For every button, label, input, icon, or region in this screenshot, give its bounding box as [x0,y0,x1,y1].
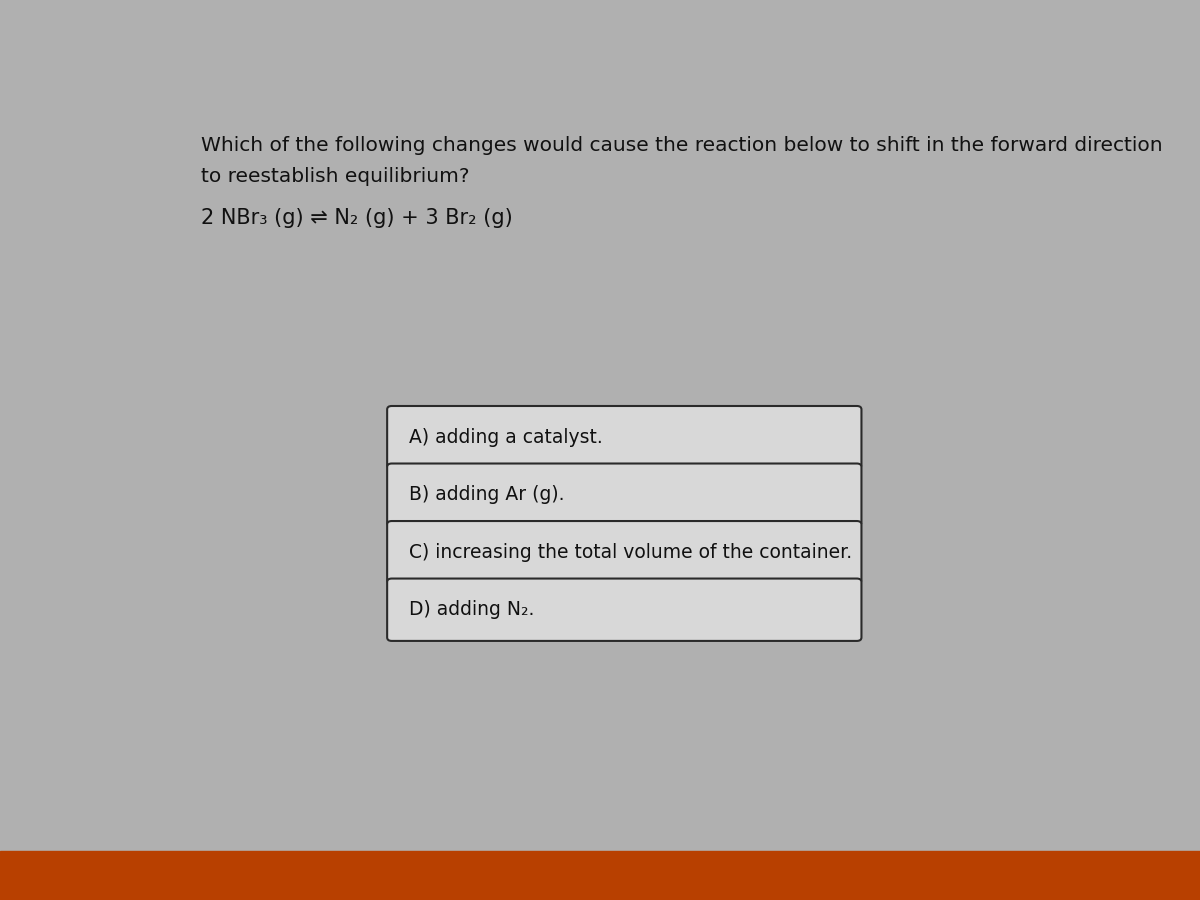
Text: D) adding N₂.: D) adding N₂. [408,600,534,619]
Text: C) increasing the total volume of the container.: C) increasing the total volume of the co… [408,543,852,562]
FancyBboxPatch shape [388,464,862,526]
FancyBboxPatch shape [388,406,862,468]
Text: B) adding Ar (g).: B) adding Ar (g). [408,485,564,504]
Text: 2 NBr₃ (g) ⇌ N₂ (g) + 3 Br₂ (g): 2 NBr₃ (g) ⇌ N₂ (g) + 3 Br₂ (g) [202,209,512,229]
Text: to reestablish equilibrium?: to reestablish equilibrium? [202,166,469,186]
Text: A) adding a catalyst.: A) adding a catalyst. [408,428,602,446]
FancyBboxPatch shape [388,521,862,583]
FancyBboxPatch shape [388,579,862,641]
Text: Which of the following changes would cause the reaction below to shift in the fo: Which of the following changes would cau… [202,136,1163,155]
